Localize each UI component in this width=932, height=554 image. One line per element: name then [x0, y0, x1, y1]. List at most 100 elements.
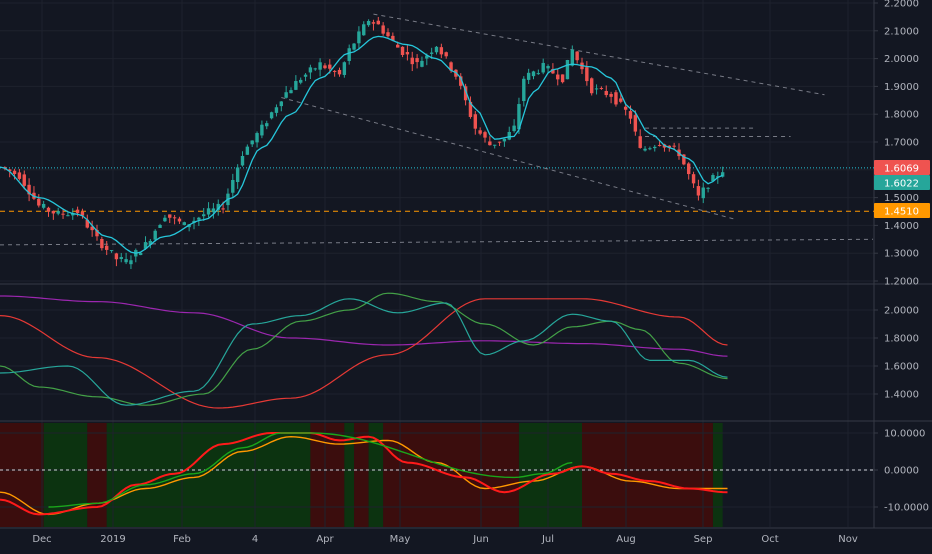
candle-body	[313, 68, 317, 70]
candle-body	[105, 245, 109, 250]
candle-body	[609, 93, 613, 97]
xtick-label-4: Apr	[316, 534, 334, 545]
candle-body	[269, 112, 274, 119]
candle-body	[231, 179, 235, 193]
candle-body	[100, 238, 104, 249]
candle-body	[197, 217, 201, 220]
momentum-band-6	[354, 423, 369, 527]
candle-body	[691, 174, 696, 184]
candle-body	[585, 67, 589, 82]
candle-body	[109, 250, 114, 252]
moving-averages-ytick-label-1: 1.6000	[884, 362, 919, 373]
candle-body	[332, 70, 337, 72]
candle-body	[590, 78, 594, 94]
candle-body	[468, 101, 473, 117]
ma-series-1	[0, 298, 728, 409]
candle-body	[158, 224, 162, 228]
candle-body	[240, 156, 245, 166]
candle-body	[308, 67, 313, 73]
candle-body	[337, 69, 342, 75]
moving-averages-ytick-label-2: 1.8000	[884, 334, 919, 345]
candle-body	[318, 62, 322, 70]
moving-averages-ytick-label-0: 1.4000	[884, 390, 919, 401]
candle-body	[648, 148, 652, 150]
candle-body	[182, 222, 186, 225]
price-ytick-label-0: 1.2000	[884, 277, 919, 288]
candle-body	[80, 211, 85, 216]
candle-body	[12, 170, 17, 175]
candle-body	[473, 114, 477, 129]
candle-body	[638, 136, 642, 148]
candle-body	[153, 230, 157, 240]
candle-body	[303, 74, 308, 77]
candle-body	[376, 20, 380, 25]
candle-body	[289, 90, 293, 94]
candle-body	[415, 58, 419, 63]
candle-body	[85, 219, 89, 228]
candle-body	[260, 124, 264, 136]
candle-body	[124, 259, 128, 263]
candle-body	[444, 52, 448, 57]
candle-body	[628, 111, 633, 119]
price-label-text-1: 1.6022	[884, 179, 919, 190]
price-moving-average	[0, 35, 723, 254]
candle-body	[633, 115, 638, 132]
candle-body	[51, 210, 56, 214]
price-ytick-label-6: 1.8000	[884, 110, 919, 121]
candle-body	[667, 145, 671, 148]
candle-body	[507, 131, 511, 140]
candle-body	[279, 101, 283, 107]
candles	[3, 16, 725, 270]
candle-body	[483, 132, 487, 138]
candle-body	[119, 257, 123, 260]
candle-body	[148, 240, 153, 245]
momentum-ytick-label-2: 10.0000	[884, 429, 925, 440]
candle-body	[488, 141, 492, 146]
trendline-1[interactable]	[281, 97, 738, 221]
candle-body	[682, 154, 686, 165]
momentum-series-2	[48, 432, 573, 508]
candle-body	[493, 144, 497, 146]
candle-body	[657, 144, 662, 146]
candle-body	[265, 123, 269, 127]
candle-body	[420, 60, 424, 67]
candle-body	[653, 146, 657, 149]
price-ytick-label-8: 2.0000	[884, 54, 919, 65]
candle-body	[687, 163, 691, 175]
candle-body	[614, 92, 618, 105]
xtick-label-1: 2019	[100, 534, 125, 545]
candle-body	[294, 81, 298, 90]
candle-body	[46, 207, 51, 212]
candle-body	[163, 217, 167, 222]
price-ytick-label-5: 1.7000	[884, 138, 919, 149]
candle-body	[22, 174, 26, 186]
price-label-1: 1.6022	[874, 175, 930, 190]
xtick-label-11: Nov	[838, 534, 858, 545]
candle-body	[594, 88, 599, 90]
candle-body	[27, 184, 31, 195]
candle-body	[114, 253, 119, 260]
candle-body	[138, 252, 143, 256]
candle-body	[449, 62, 453, 71]
candle-body	[391, 35, 395, 41]
candle-body	[459, 76, 463, 86]
candle-body	[396, 44, 400, 48]
candle-body	[56, 211, 60, 214]
candle-body	[90, 226, 94, 231]
candle-body	[37, 198, 41, 206]
xtick-label-8: Aug	[616, 534, 636, 545]
candle-body	[599, 87, 604, 89]
momentum-band-1	[43, 423, 88, 527]
candle-body	[172, 217, 177, 219]
candle-body	[478, 130, 482, 134]
candle-body	[235, 167, 240, 183]
candle-body	[696, 186, 701, 196]
xtick-label-9: Sep	[694, 534, 713, 545]
candle-body	[357, 31, 361, 44]
xtick-label-0: Dec	[32, 534, 51, 545]
candle-body	[570, 49, 574, 66]
price-label-text-0: 1.6069	[884, 164, 919, 175]
candle-body	[75, 209, 80, 213]
